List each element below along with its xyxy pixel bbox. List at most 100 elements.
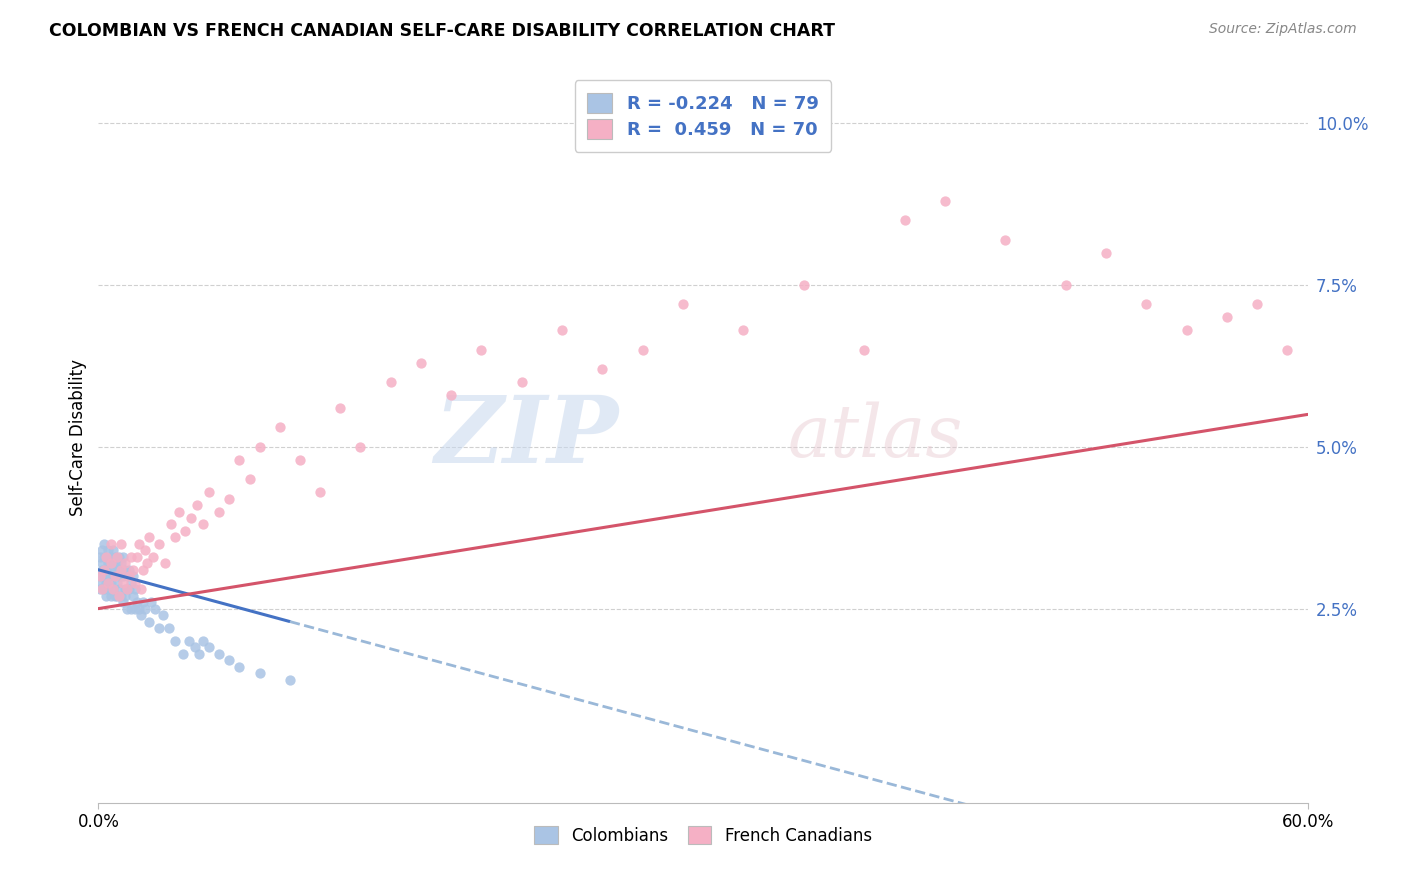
Point [139,595,162,609]
Point [186,498,208,512]
Point [100,537,122,551]
Point [114,557,136,571]
Point [114,563,136,577]
Point [124,582,146,597]
Point [101,557,124,571]
Point [111,549,134,564]
Point [97,582,120,597]
Point [91,563,114,577]
Point [180,511,202,525]
Point [733,323,755,337]
Point [893,213,915,227]
Point [111,575,134,590]
Point [97,543,120,558]
Point [124,575,146,590]
Point [93,569,115,583]
Point [105,557,128,571]
Point [249,440,271,454]
Point [118,582,141,597]
Point [97,575,120,590]
Point [115,601,138,615]
Point [118,569,141,583]
Point [129,608,152,623]
Point [96,549,118,564]
Point [1135,297,1157,311]
Point [152,608,174,623]
Point [124,601,146,615]
Point [103,589,125,603]
Point [160,517,183,532]
Point [994,233,1017,247]
Point [129,582,152,597]
Point [96,563,118,577]
Point [510,375,533,389]
Point [163,530,186,544]
Point [188,647,211,661]
Point [111,595,134,609]
Point [107,589,129,603]
Point [409,356,432,370]
Point [97,569,120,583]
Point [125,549,148,564]
Point [89,569,111,583]
Point [193,517,215,532]
Point [125,595,148,609]
Point [103,563,125,577]
Point [97,557,120,571]
Point [121,563,143,577]
Point [110,557,132,571]
Point [218,491,240,506]
Point [218,653,240,667]
Point [208,647,231,661]
Point [1095,245,1118,260]
Point [121,589,143,603]
Point [107,563,129,577]
Y-axis label: Self-Care Disability: Self-Care Disability [69,359,87,516]
Text: atlas: atlas [787,401,963,473]
Point [93,563,115,577]
Point [96,549,118,564]
Point [110,589,132,603]
Point [134,543,156,558]
Point [118,563,141,577]
Point [115,582,138,597]
Point [101,543,124,558]
Point [101,582,124,597]
Point [172,647,194,661]
Text: ZIP: ZIP [434,392,619,482]
Point [440,388,463,402]
Point [128,537,150,551]
Point [132,563,155,577]
Point [269,420,291,434]
Point [157,621,180,635]
Point [309,485,332,500]
Point [138,530,160,544]
Point [174,524,197,538]
Point [105,575,128,590]
Point [135,557,157,571]
Point [93,549,115,564]
Point [105,549,128,564]
Point [93,582,115,597]
Point [672,297,695,311]
Point [101,582,124,597]
Point [120,575,142,590]
Point [91,575,114,590]
Point [110,569,132,583]
Point [143,601,166,615]
Point [91,557,114,571]
Point [89,549,111,564]
Point [1246,297,1268,311]
Point [89,569,111,583]
Point [591,362,613,376]
Point [380,375,402,389]
Point [208,504,231,518]
Point [179,634,201,648]
Point [101,569,124,583]
Point [193,634,215,648]
Point [89,582,111,597]
Point [153,557,176,571]
Point [121,569,143,583]
Point [100,589,122,603]
Point [107,569,129,583]
